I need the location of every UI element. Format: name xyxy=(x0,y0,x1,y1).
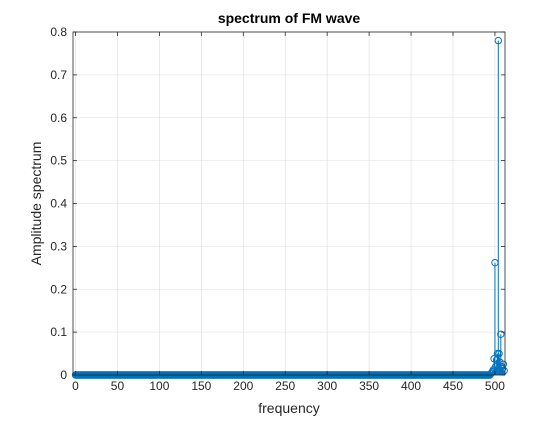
y-tick-label: 0.3 xyxy=(50,239,67,253)
x-tick-label: 300 xyxy=(317,379,337,393)
x-tick-label: 0 xyxy=(72,379,79,393)
chart-title: spectrum of FM wave xyxy=(218,10,361,26)
stem-marker xyxy=(487,370,495,378)
x-tick-label: 500 xyxy=(485,379,505,393)
x-tick-label: 150 xyxy=(191,379,211,393)
y-axis-label: Amplitude spectrum xyxy=(28,142,44,266)
x-tick-label: 50 xyxy=(111,379,125,393)
y-tick-label: 0.7 xyxy=(50,68,67,82)
y-ticks: 0 0.1 0.2 0.3 0.4 0.5 0.6 0.7 0.8 xyxy=(50,25,505,382)
stem-marker xyxy=(494,36,502,45)
x-tick-label: 350 xyxy=(359,379,379,393)
stem-marker xyxy=(495,349,503,358)
y-tick-label: 0.2 xyxy=(50,282,67,296)
x-axis-label: frequency xyxy=(258,400,319,416)
x-tick-label: 400 xyxy=(401,379,421,393)
stem-marker xyxy=(491,258,499,267)
x-tick-label: 100 xyxy=(149,379,169,393)
y-tick-label: 0.8 xyxy=(50,25,67,39)
y-tick-label: 0.1 xyxy=(50,325,67,339)
x-tick-label: 200 xyxy=(233,379,253,393)
stem-marker xyxy=(497,330,505,338)
y-tick-label: 0.5 xyxy=(50,154,67,168)
stem-marker xyxy=(500,367,508,375)
x-tick-label: 250 xyxy=(275,379,295,393)
x-tick-label: 450 xyxy=(443,379,463,393)
y-tick-label: 0.4 xyxy=(50,197,67,211)
y-tick-label: 0.6 xyxy=(50,111,67,125)
stem-marker xyxy=(498,364,507,373)
y-tick-label: 0 xyxy=(60,368,67,382)
x-ticks: 0 50 100 150 200 250 300 350 400 450 500 xyxy=(72,32,505,393)
